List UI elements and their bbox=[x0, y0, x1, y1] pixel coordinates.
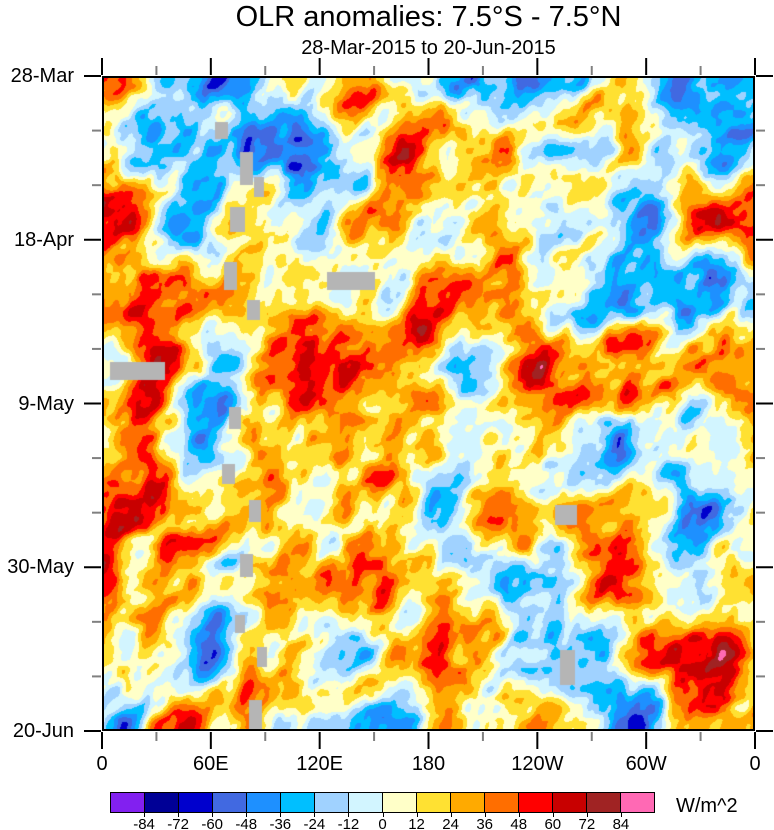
colorbar-tick-label: -72 bbox=[167, 816, 189, 830]
y-tick-label: 18-Apr bbox=[13, 228, 74, 251]
x-tick-label: 120E bbox=[296, 753, 344, 775]
colorbar-segment bbox=[315, 793, 349, 812]
colorbar-tick-label: -60 bbox=[201, 816, 224, 830]
colorbar-tick-label: -48 bbox=[235, 816, 258, 830]
colorbar-segment bbox=[145, 793, 179, 812]
colorbar-segment bbox=[485, 793, 519, 812]
colorbar-segment bbox=[621, 793, 654, 812]
chart-subtitle: 28-Mar-2015 to 20-Jun-2015 bbox=[301, 37, 556, 59]
hovmoller-plot-area bbox=[102, 76, 755, 731]
colorbar-segment bbox=[111, 793, 145, 812]
colorbar-boundary-tick bbox=[314, 813, 316, 817]
colorbar-tick-label: 60 bbox=[544, 816, 562, 830]
colorbar-boundary-tick bbox=[212, 813, 214, 817]
x-tick-label: 60W bbox=[625, 753, 667, 775]
colorbar-tick-label: 24 bbox=[442, 816, 459, 830]
colorbar-boundary-tick bbox=[552, 813, 554, 817]
y-tick-label: 30-May bbox=[7, 556, 74, 579]
colorbar-segment bbox=[587, 793, 621, 812]
colorbar-segment bbox=[247, 793, 281, 812]
colorbar-segment bbox=[349, 793, 383, 812]
colorbar-segment bbox=[451, 793, 485, 812]
x-tick-label: 180 bbox=[411, 753, 446, 775]
x-tick-label: 120W bbox=[511, 753, 564, 775]
y-tick-label: 9-May bbox=[18, 392, 74, 415]
colorbar-boundary-tick bbox=[144, 813, 146, 817]
colorbar-segment bbox=[179, 793, 213, 812]
colorbar-boundary-tick bbox=[280, 813, 282, 817]
colorbar-boundary-tick bbox=[246, 813, 248, 817]
x-tick-label: 0 bbox=[96, 753, 108, 775]
colorbar-tick-label: -84 bbox=[133, 816, 155, 830]
colorbar-segment bbox=[553, 793, 587, 812]
colorbar-tick-label: 36 bbox=[476, 816, 494, 830]
colorbar-tick-label: 12 bbox=[408, 816, 425, 830]
colorbar-boundary-tick bbox=[518, 813, 520, 817]
colorbar-boundary-tick bbox=[620, 813, 622, 817]
colorbar-tick-label: 0 bbox=[378, 816, 387, 830]
colorbar-boundary-tick bbox=[416, 813, 418, 817]
y-tick-label: 20-Jun bbox=[12, 720, 74, 742]
colorbar-segment bbox=[519, 793, 553, 812]
colorbar-segment bbox=[213, 793, 247, 812]
colorbar bbox=[110, 792, 655, 813]
y-tick-label: 28-Mar bbox=[10, 65, 74, 87]
colorbar-tick-label: 84 bbox=[612, 816, 630, 830]
chart-title: OLR anomalies: 7.5°S - 7.5°N bbox=[235, 1, 622, 33]
colorbar-boundary-tick bbox=[586, 813, 588, 817]
colorbar-segment bbox=[383, 793, 417, 812]
colorbar-boundary-tick bbox=[178, 813, 180, 817]
colorbar-boundary-tick bbox=[484, 813, 486, 817]
colorbar-tick-label: -12 bbox=[337, 816, 360, 830]
x-tick-label: 0 bbox=[749, 753, 761, 775]
colorbar-unit-label: W/m^2 bbox=[676, 795, 738, 817]
colorbar-boundary-tick bbox=[382, 813, 384, 817]
colorbar-tick-label: 48 bbox=[510, 816, 528, 830]
colorbar-segment bbox=[281, 793, 315, 812]
colorbar-segment bbox=[417, 793, 451, 812]
x-tick-label: 60E bbox=[193, 753, 229, 775]
colorbar-boundary-tick bbox=[450, 813, 452, 817]
anomaly-field-canvas bbox=[104, 78, 753, 729]
colorbar-tick-label: -36 bbox=[269, 816, 292, 830]
colorbar-tick-label: 72 bbox=[578, 816, 596, 830]
colorbar-boundary-tick bbox=[348, 813, 350, 817]
colorbar-tick-label: -24 bbox=[303, 816, 326, 830]
